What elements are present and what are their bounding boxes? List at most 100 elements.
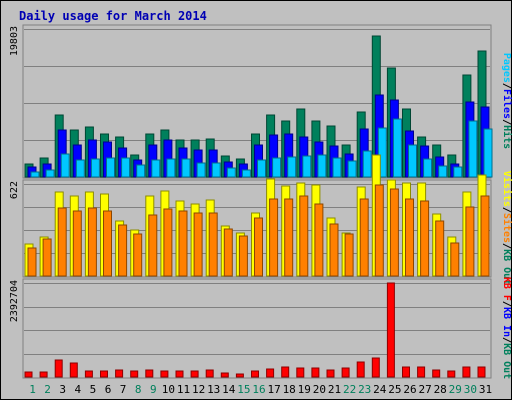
hits-bar-pages-day-18 [287, 156, 297, 178]
visits-bar-sites-day-20 [314, 203, 324, 277]
hits-bar-pages-day-15 [241, 169, 251, 178]
visits-bar-sites-day-13 [208, 212, 218, 277]
kbytes-bar-kb-f-day-16 [251, 370, 259, 378]
x-tick-label-day-2: 2 [44, 383, 51, 396]
kbytes-bar-kb-f-day-13 [205, 369, 214, 378]
hits-bar-pages-day-22 [347, 160, 357, 178]
visits-bar-sites-day-21 [329, 223, 339, 277]
kbytes-panel: 2392704 KB F/KB In/KB Out [9, 277, 512, 379]
hits-bar-pages-day-19 [302, 155, 312, 178]
kbytes-legend-part-2: KB In [501, 307, 512, 337]
visits-legend-part-4: KB Out [501, 249, 512, 285]
x-tick-label-day-16: 16 [252, 383, 265, 396]
x-tick-label-day-11: 11 [177, 383, 190, 396]
hits-bar-pages-day-25 [392, 118, 402, 178]
visits-bar-sites-day-18 [284, 198, 294, 277]
visits-bar-sites-day-19 [299, 195, 309, 277]
kbytes-bar-kb-f-day-21 [326, 369, 335, 378]
visits-bar-sites-day-26 [405, 198, 414, 277]
x-tick-label-day-13: 13 [207, 383, 220, 396]
visits-bar-sites-day-27 [420, 200, 430, 277]
kbytes-bar-kb-f-day-22 [341, 367, 350, 378]
hits-bar-pages-day-21 [332, 157, 342, 178]
kbytes-bar-kb-f-day-27 [417, 366, 426, 378]
kbytes-bar-kb-f-day-23 [356, 361, 365, 378]
visits-bar-sites-day-31 [480, 195, 490, 277]
hits-bar-pages-day-1 [30, 171, 40, 178]
x-tick-label-day-4: 4 [74, 383, 81, 396]
kbytes-legend-part-0: KB F [501, 277, 512, 301]
kbytes-bar-kb-f-day-19 [296, 367, 305, 378]
visits-bar-sites-day-29 [450, 242, 460, 277]
visits-bar-sites-day-8 [133, 233, 143, 277]
x-tick-label-day-25: 25 [388, 383, 401, 396]
x-tick-label-day-19: 19 [298, 383, 311, 396]
kbytes-bar-kb-f-day-26 [402, 366, 410, 378]
kbytes-legend-part-3: / [501, 337, 512, 343]
visits-bar-sites-day-30 [465, 206, 475, 277]
hits-bar-pages-day-17 [272, 157, 282, 178]
visits-bar-sites-day-16 [254, 217, 263, 277]
visits-bar-sites-day-1 [27, 247, 37, 277]
panel-kbytes-frame [22, 278, 492, 379]
kbytes-ymax-label: 2392704 [9, 280, 20, 322]
visits-bar-sites-day-24 [374, 184, 384, 277]
visits-legend-part-0: Visits [501, 171, 512, 207]
kbytes-bar-kb-f-day-17 [266, 368, 275, 378]
kbytes-bar-kb-f-day-8 [130, 370, 139, 378]
kbytes-bar-kb-f-day-10 [160, 370, 169, 378]
hits-bar-pages-day-14 [226, 167, 236, 178]
visits-bar-sites-day-4 [72, 210, 82, 277]
kbytes-bar-kb-f-day-31 [477, 366, 486, 378]
hits-bar-pages-day-24 [377, 127, 387, 178]
visits-bar-sites-day-7 [118, 224, 128, 277]
kbytes-bar-kb-f-day-5 [84, 370, 93, 378]
hits-bar-pages-day-5 [90, 158, 100, 178]
x-tick-label-day-30: 30 [464, 383, 477, 396]
hits-bar-pages-day-13 [211, 162, 221, 178]
kbytes-legend-part-1: / [501, 301, 512, 307]
kbytes-bar-kb-f-day-25 [386, 282, 395, 378]
visits-bar-sites-day-22 [344, 233, 354, 277]
hits-bar-pages-day-8 [136, 164, 146, 178]
chart-title: Daily usage for March 2014 [19, 9, 207, 23]
hits-bar-pages-day-3 [60, 153, 70, 178]
kbytes-bar-kb-f-day-20 [311, 367, 320, 378]
hits-legend: Pages/Files/Hits [501, 53, 512, 149]
x-tick-label-day-3: 3 [59, 383, 66, 396]
x-tick-label-day-18: 18 [283, 383, 296, 396]
kbytes-bar-kb-f-day-4 [69, 362, 78, 378]
hits-bar-pages-day-10 [166, 158, 176, 178]
hits-ymax-label: 19803 [9, 26, 20, 56]
hits-bar-pages-day-7 [121, 157, 131, 178]
kbytes-bar-kb-f-day-1 [24, 371, 33, 378]
kbytes-bar-kb-f-day-2 [39, 371, 48, 378]
kbytes-bar-kb-f-day-7 [115, 369, 124, 378]
x-tick-label-day-28: 28 [434, 383, 447, 396]
x-tick-label-day-20: 20 [313, 383, 326, 396]
x-tick-label-day-29: 29 [449, 383, 462, 396]
x-tick-label-day-9: 9 [150, 383, 157, 396]
visits-legend-part-2: Sites [501, 213, 512, 243]
kbytes-bar-kb-f-day-3 [54, 359, 63, 378]
x-tick-label-day-26: 26 [403, 383, 416, 396]
x-tick-label-day-10: 10 [162, 383, 175, 396]
hits-legend-part-3: / [501, 119, 512, 125]
visits-bar-sites-day-5 [87, 207, 97, 277]
x-tick-label-day-8: 8 [135, 383, 142, 396]
visits-bar-sites-day-9 [148, 214, 158, 277]
x-axis-labels: 1 2 3 4 5 6 7 8 9 10 11 12 13 14 15 16 17 18 19 20 21 22 23 24 2… [29, 383, 492, 396]
x-tick-label-day-22: 22 [343, 383, 356, 396]
visits-panel: 622 Visits/Sites/KB Out [9, 154, 512, 285]
kbytes-bar-kb-f-day-6 [100, 370, 108, 378]
x-tick-label-day-5: 5 [90, 383, 97, 396]
kbytes-bar-kb-f-day-30 [462, 366, 471, 378]
x-tick-label-day-27: 27 [418, 383, 431, 396]
x-tick-label-day-23: 23 [358, 383, 371, 396]
x-tick-label-day-21: 21 [328, 383, 341, 396]
hits-bar-pages-day-6 [106, 157, 115, 178]
visits-bar-sites-day-11 [178, 210, 188, 277]
hits-bar-pages-day-28 [438, 165, 448, 178]
